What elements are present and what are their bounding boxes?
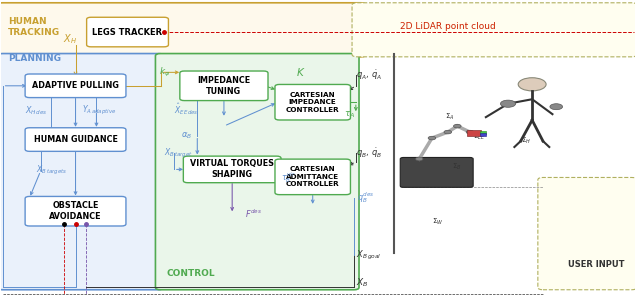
FancyBboxPatch shape [25, 196, 126, 226]
FancyBboxPatch shape [538, 178, 637, 290]
Text: CARTESIAN
IMPEDANCE
CONTROLLER: CARTESIAN IMPEDANCE CONTROLLER [286, 92, 340, 113]
Text: $F^{des}$: $F^{des}$ [245, 208, 262, 220]
Text: $X_{B\,target}$: $X_{B\,target}$ [164, 146, 193, 160]
Text: $X_{B\,goal}$: $X_{B\,goal}$ [356, 249, 381, 262]
FancyBboxPatch shape [0, 3, 366, 57]
FancyBboxPatch shape [25, 128, 126, 151]
FancyBboxPatch shape [467, 130, 481, 136]
Circle shape [518, 78, 546, 91]
FancyBboxPatch shape [25, 74, 126, 98]
Circle shape [428, 136, 436, 140]
Text: OBSTACLE
AVOIDANCE: OBSTACLE AVOIDANCE [49, 201, 102, 221]
Text: LEGS TRACKER: LEGS TRACKER [92, 28, 163, 37]
Text: $k_\varphi$: $k_\varphi$ [159, 66, 171, 79]
Text: $\tau_A$: $\tau_A$ [344, 110, 356, 120]
Text: $X_H$: $X_H$ [63, 32, 77, 46]
Circle shape [500, 100, 516, 107]
Text: $X_B$: $X_B$ [356, 277, 369, 289]
Text: PLANNING: PLANNING [8, 54, 61, 63]
Text: $K$: $K$ [296, 66, 305, 78]
FancyBboxPatch shape [183, 156, 281, 183]
Text: HUMAN GUIDANCE: HUMAN GUIDANCE [33, 135, 118, 144]
Circle shape [466, 130, 474, 134]
FancyBboxPatch shape [352, 3, 637, 57]
FancyBboxPatch shape [275, 85, 351, 120]
FancyBboxPatch shape [0, 53, 163, 290]
Text: $\alpha_B$: $\alpha_B$ [181, 130, 193, 141]
Circle shape [454, 124, 461, 128]
Text: $q_B^{des}$: $q_B^{des}$ [357, 190, 374, 205]
Circle shape [444, 130, 452, 134]
FancyBboxPatch shape [479, 133, 486, 136]
Text: $\Sigma_H$: $\Sigma_H$ [521, 136, 531, 146]
FancyBboxPatch shape [275, 159, 351, 195]
Text: 2D LiDAR point cloud: 2D LiDAR point cloud [400, 22, 496, 31]
Text: $\Sigma_{EE}$: $\Sigma_{EE}$ [472, 131, 485, 142]
Text: HUMAN
TRACKING: HUMAN TRACKING [8, 17, 60, 37]
FancyBboxPatch shape [400, 158, 473, 187]
Text: $\Sigma_W$: $\Sigma_W$ [432, 217, 444, 227]
Text: $X_{H\,des}$: $X_{H\,des}$ [25, 104, 47, 117]
Text: $\tau_B^{vir}$: $\tau_B^{vir}$ [281, 170, 296, 185]
Text: IMPEDANCE
TUNING: IMPEDANCE TUNING [197, 76, 250, 96]
FancyBboxPatch shape [479, 131, 486, 134]
Text: ADAPTIVE PULLING: ADAPTIVE PULLING [32, 81, 119, 90]
FancyBboxPatch shape [86, 17, 168, 47]
Text: USER INPUT: USER INPUT [568, 260, 625, 269]
Text: $Y_{A\,adaptive}$: $Y_{A\,adaptive}$ [82, 104, 116, 117]
Circle shape [415, 157, 423, 161]
FancyBboxPatch shape [180, 71, 268, 100]
Text: $\Sigma_B$: $\Sigma_B$ [452, 161, 462, 172]
Text: $q_B,\,\dot{q}_B$: $q_B,\,\dot{q}_B$ [356, 146, 382, 160]
FancyBboxPatch shape [156, 53, 359, 290]
Text: CARTESIAN
ADMITTANCE
CONTROLLER: CARTESIAN ADMITTANCE CONTROLLER [286, 167, 340, 188]
Text: VIRTUAL TORQUES
SHAPING: VIRTUAL TORQUES SHAPING [190, 159, 274, 179]
Text: $\hat{X}_{EE\,des}$: $\hat{X}_{EE\,des}$ [174, 101, 198, 117]
Circle shape [550, 104, 563, 110]
Text: $X_{B\,targets}$: $X_{B\,targets}$ [36, 164, 67, 178]
Text: $\Sigma_A$: $\Sigma_A$ [445, 112, 454, 122]
Text: $q_A,\,\dot{q}_A$: $q_A,\,\dot{q}_A$ [356, 68, 382, 82]
Text: CONTROL: CONTROL [167, 269, 216, 278]
